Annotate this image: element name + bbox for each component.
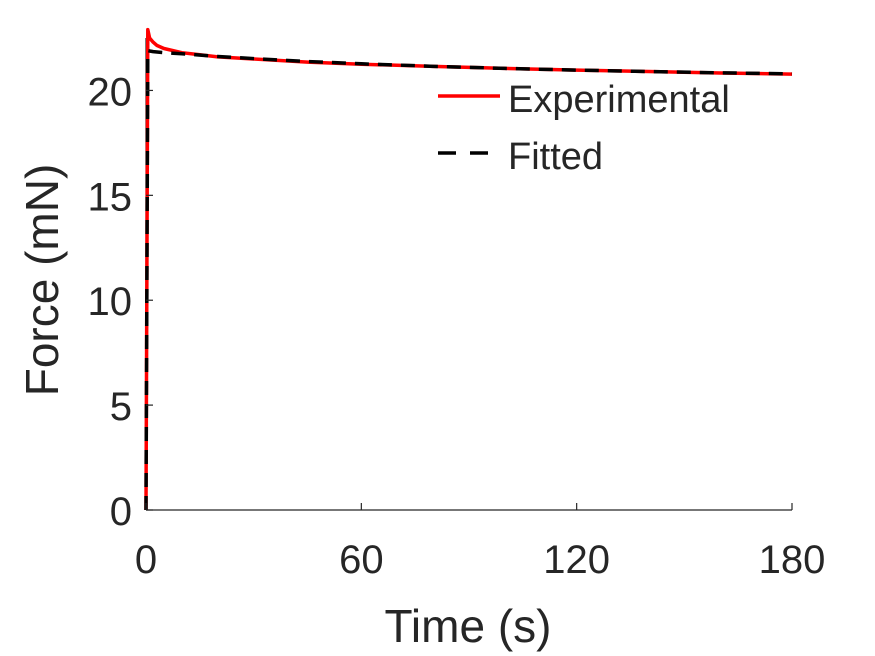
x-axis-title: Time (s) xyxy=(385,600,552,652)
legend: Experimental Fitted xyxy=(438,79,730,178)
y-tick-label: 10 xyxy=(88,280,133,324)
series-layer xyxy=(144,27,793,511)
x-tick-label: 60 xyxy=(339,538,384,582)
y-tick-label: 15 xyxy=(88,175,133,219)
y-tick-label: 5 xyxy=(110,385,132,429)
legend-label-fitted: Fitted xyxy=(508,136,603,178)
ticks-layer: 0 60 120 180 0 5 10 15 20 xyxy=(88,70,826,582)
series-line-fitted xyxy=(144,48,793,511)
x-tick-label: 120 xyxy=(543,538,610,582)
legend-label-experimental: Experimental xyxy=(508,79,730,121)
y-axis-title: Force (mN) xyxy=(16,164,68,397)
x-tick-label: 180 xyxy=(759,538,826,582)
x-tick-label: 0 xyxy=(135,538,157,582)
y-tick-label: 20 xyxy=(88,70,133,114)
y-tick-label: 0 xyxy=(110,490,132,534)
